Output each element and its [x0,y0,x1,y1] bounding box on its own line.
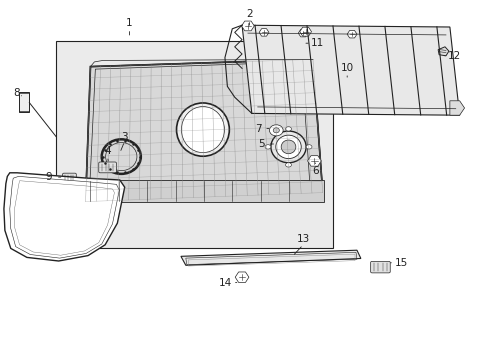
Polygon shape [85,59,322,202]
Ellipse shape [273,128,279,133]
FancyBboxPatch shape [99,162,116,173]
Ellipse shape [305,145,311,149]
Text: 13: 13 [296,234,309,244]
Ellipse shape [181,107,224,153]
Polygon shape [437,47,448,56]
Polygon shape [449,101,464,115]
Ellipse shape [269,125,283,136]
Text: 10: 10 [340,63,353,73]
Text: 2: 2 [245,9,252,19]
Polygon shape [4,173,124,261]
Text: 14: 14 [219,278,232,288]
Text: 5: 5 [258,139,264,149]
Text: 12: 12 [447,51,461,61]
Text: 1: 1 [126,18,133,28]
Text: 15: 15 [393,258,407,268]
Ellipse shape [285,163,291,167]
FancyBboxPatch shape [370,261,389,273]
Polygon shape [307,156,321,166]
Bar [19,92,29,112]
Polygon shape [235,272,248,283]
Polygon shape [298,30,307,37]
FancyBboxPatch shape [62,173,76,182]
Ellipse shape [264,145,270,149]
Polygon shape [241,21,254,31]
Ellipse shape [275,135,301,159]
Polygon shape [259,29,268,36]
Ellipse shape [176,103,229,156]
Ellipse shape [270,131,305,163]
Bar [56,41,332,248]
Polygon shape [299,27,311,36]
Polygon shape [346,31,356,38]
Text: 4: 4 [104,146,111,156]
Text: 6: 6 [311,166,318,176]
Polygon shape [181,250,360,265]
Bar [85,180,323,202]
Ellipse shape [285,127,291,131]
Text: 3: 3 [121,132,128,142]
Polygon shape [242,25,459,115]
Ellipse shape [281,140,295,154]
Text: 8: 8 [13,88,20,98]
Text: 9: 9 [45,172,52,182]
Text: 7: 7 [254,123,261,134]
Text: 11: 11 [310,38,324,48]
